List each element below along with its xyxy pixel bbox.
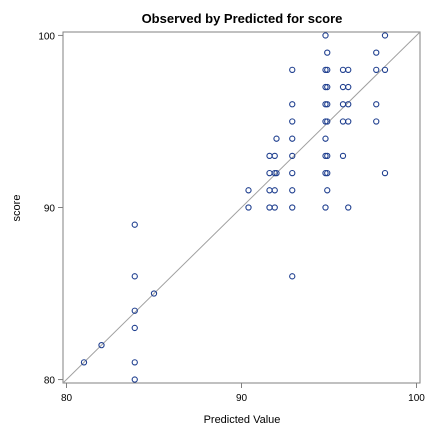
data-point [373,118,380,125]
data-point [345,101,352,108]
data-point [339,152,347,160]
data-point [324,187,331,194]
data-point [289,152,296,160]
data-point [339,101,347,108]
data-point [266,169,273,177]
data-point [245,204,252,211]
x-tick-label: 100 [408,393,425,404]
x-tick-label: 90 [236,393,248,404]
data-point [80,359,88,366]
y-axis: 80 90 100 [38,31,63,387]
data-point [324,83,331,91]
data-point [373,66,380,74]
data-point [324,66,331,74]
data-point [131,376,138,383]
data-point [131,307,138,314]
data-point [324,101,331,108]
data-point [322,135,329,142]
data-point [98,341,105,349]
data-point [245,187,252,194]
data-point [373,49,380,56]
x-tick-label: 80 [61,393,73,404]
data-point [289,204,296,211]
data-point [322,204,329,211]
data-point [381,32,389,39]
data-point [289,273,296,280]
data-point [131,273,138,280]
data-point [271,152,278,160]
data-point [131,359,138,366]
data-point [266,204,273,211]
data-point [339,66,347,74]
y-tick-label: 90 [44,204,56,215]
y-tick-label: 100 [38,31,55,42]
data-points [80,32,389,383]
data-point [345,66,352,74]
y-tick-label: 80 [44,376,56,387]
x-axis-label: Predicted Value [204,414,281,426]
data-point [273,135,280,142]
data-point [322,32,329,39]
data-point [345,83,352,91]
data-point [324,118,331,125]
data-point [271,204,278,211]
data-point [345,204,352,211]
y-axis-label: score [11,195,23,222]
data-point [339,118,347,125]
data-point [339,83,347,91]
data-point [324,49,331,56]
data-point [373,101,380,108]
data-point [381,169,389,177]
reference-line [62,31,421,384]
data-point [266,187,273,194]
data-point [289,118,296,125]
data-point [271,187,278,194]
x-axis: 80 90 100 [61,383,425,404]
data-point [324,152,331,160]
data-point [131,221,138,228]
data-point [289,169,296,177]
data-point [289,187,296,194]
data-point [131,324,138,332]
chart-title: Observed by Predicted for score [142,11,343,26]
data-point [150,290,158,297]
data-point [324,169,331,177]
data-point [345,118,352,125]
data-point [266,152,273,160]
data-point [289,66,296,74]
data-point [289,101,296,108]
data-point [289,135,296,142]
data-point [381,66,389,74]
data-point [273,169,280,177]
